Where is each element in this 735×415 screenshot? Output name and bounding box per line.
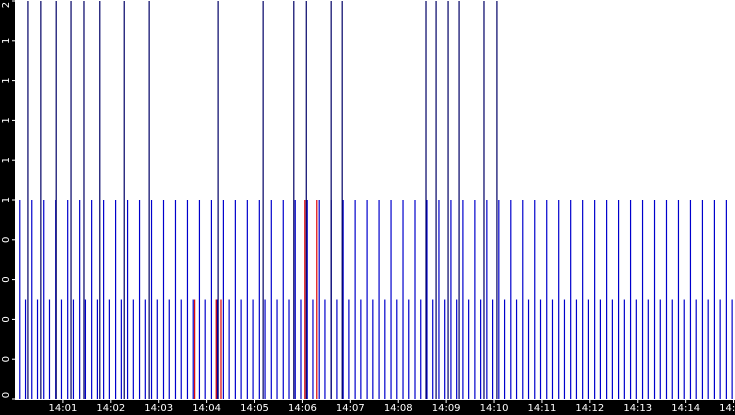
- x-tick-label: 14:12: [575, 403, 604, 414]
- y-tick-label: 1: [1, 77, 12, 83]
- y-tick-label: 0: [1, 356, 12, 362]
- x-tick-label: 14:10: [480, 403, 509, 414]
- x-tick-label: 14:07: [336, 403, 365, 414]
- x-tick-label: 14:13: [623, 403, 652, 414]
- y-tick-label: 2: [1, 2, 12, 8]
- x-tick-label: 14:08: [384, 403, 413, 414]
- x-tick-label: 14:15: [719, 403, 735, 414]
- y-axis-strip: [0, 0, 15, 415]
- y-tick-label: 0: [1, 392, 12, 398]
- y-tick-label: 0: [1, 276, 12, 282]
- x-tick-label: 14:04: [192, 403, 221, 414]
- x-tick-label: 14:05: [240, 403, 269, 414]
- x-tick-label: 14:06: [288, 403, 317, 414]
- x-tick-label: 14:14: [671, 403, 700, 414]
- x-tick-label: 14:01: [48, 403, 77, 414]
- x-tick-label: 14:09: [432, 403, 461, 414]
- y-tick-label: 1: [1, 38, 12, 44]
- x-tick-label: 14:02: [96, 403, 125, 414]
- x-tick-label: 14:11: [528, 403, 557, 414]
- x-tick-label: 14:03: [144, 403, 173, 414]
- y-tick-label: 1: [1, 117, 12, 123]
- y-tick-label: 1: [1, 157, 12, 163]
- x-axis-strip: [0, 400, 735, 415]
- y-tick-label: 0: [1, 237, 12, 243]
- y-tick-label: 0: [1, 316, 12, 322]
- y-tick-label: 1: [1, 197, 12, 203]
